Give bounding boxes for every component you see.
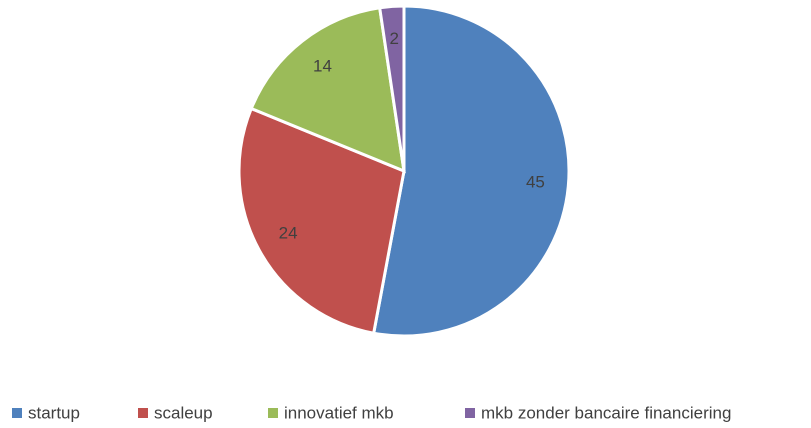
legend-swatch bbox=[12, 408, 22, 418]
data-label: 24 bbox=[279, 224, 298, 243]
legend-label: startup bbox=[28, 403, 80, 422]
pie-slice bbox=[237, 106, 406, 335]
legend-label: scaleup bbox=[154, 403, 213, 422]
legend-label: mkb zonder bancaire financiering bbox=[481, 403, 731, 422]
legend-swatch bbox=[268, 408, 278, 418]
data-label: 45 bbox=[526, 173, 545, 192]
legend-label: innovatief mkb bbox=[284, 403, 394, 422]
data-label: 2 bbox=[390, 29, 399, 48]
pie-slice bbox=[371, 4, 571, 338]
pie-slice bbox=[377, 4, 406, 172]
pie-slice bbox=[249, 6, 406, 174]
legend-swatch bbox=[138, 408, 148, 418]
data-label: 14 bbox=[313, 57, 332, 76]
legend-swatch bbox=[465, 408, 475, 418]
